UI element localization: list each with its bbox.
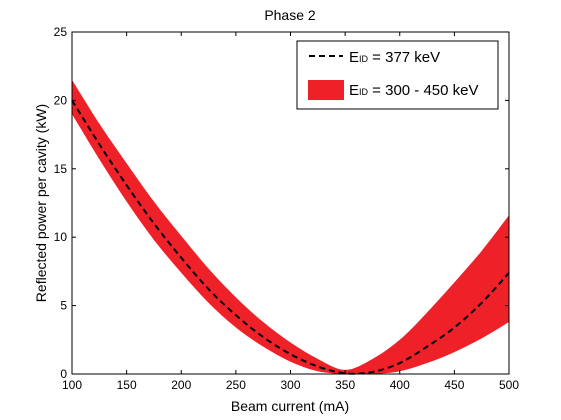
nominal-dashed-line — [71, 99, 510, 375]
legend-label-nominal: EID = 377 keV — [349, 49, 440, 66]
x-axis: 100 150 200 250 300 350 400 450 500 — [62, 32, 519, 392]
y-axis-title: Reflected power per cavity (kW) — [33, 104, 49, 302]
legend-label-nominal-rest: = 377 keV — [368, 49, 440, 66]
x-axis-title: Beam current (mA) — [231, 398, 349, 414]
x-tick-label: 250 — [226, 378, 246, 392]
legend-label-range: EID = 300 - 450 keV — [349, 82, 479, 99]
x-tick-label: 150 — [117, 378, 137, 392]
legend-label-range-sub: ID — [359, 87, 369, 97]
y-tick-label: 15 — [54, 162, 68, 176]
x-tick-label: 300 — [280, 378, 300, 392]
x-tick-label: 350 — [335, 378, 355, 392]
y-tick-label: 5 — [60, 299, 67, 313]
legend: EID = 377 keV EID = 300 - 450 keV — [296, 40, 499, 110]
x-tick-label: 450 — [444, 378, 464, 392]
y-tick-label: 10 — [54, 230, 68, 244]
chart-title: Phase 2 — [264, 7, 316, 23]
x-tick-label: 400 — [390, 378, 410, 392]
x-tick-label: 200 — [171, 378, 191, 392]
x-tick-label: 500 — [499, 378, 519, 392]
y-tick-label: 25 — [54, 25, 68, 39]
legend-label-range-rest: = 300 - 450 keV — [368, 82, 479, 99]
legend-label-range-main: E — [349, 82, 359, 99]
y-tick-label: 20 — [54, 93, 68, 107]
legend-label-nominal-main: E — [349, 49, 359, 66]
legend-band-swatch — [308, 80, 344, 100]
y-tick-label: 0 — [60, 367, 67, 381]
legend-label-nominal-sub: ID — [359, 54, 369, 64]
y-axis: 0 5 10 15 20 25 — [54, 25, 509, 381]
plot-area — [71, 79, 510, 375]
x-tick-label: 100 — [62, 378, 82, 392]
range-band — [72, 79, 509, 375]
